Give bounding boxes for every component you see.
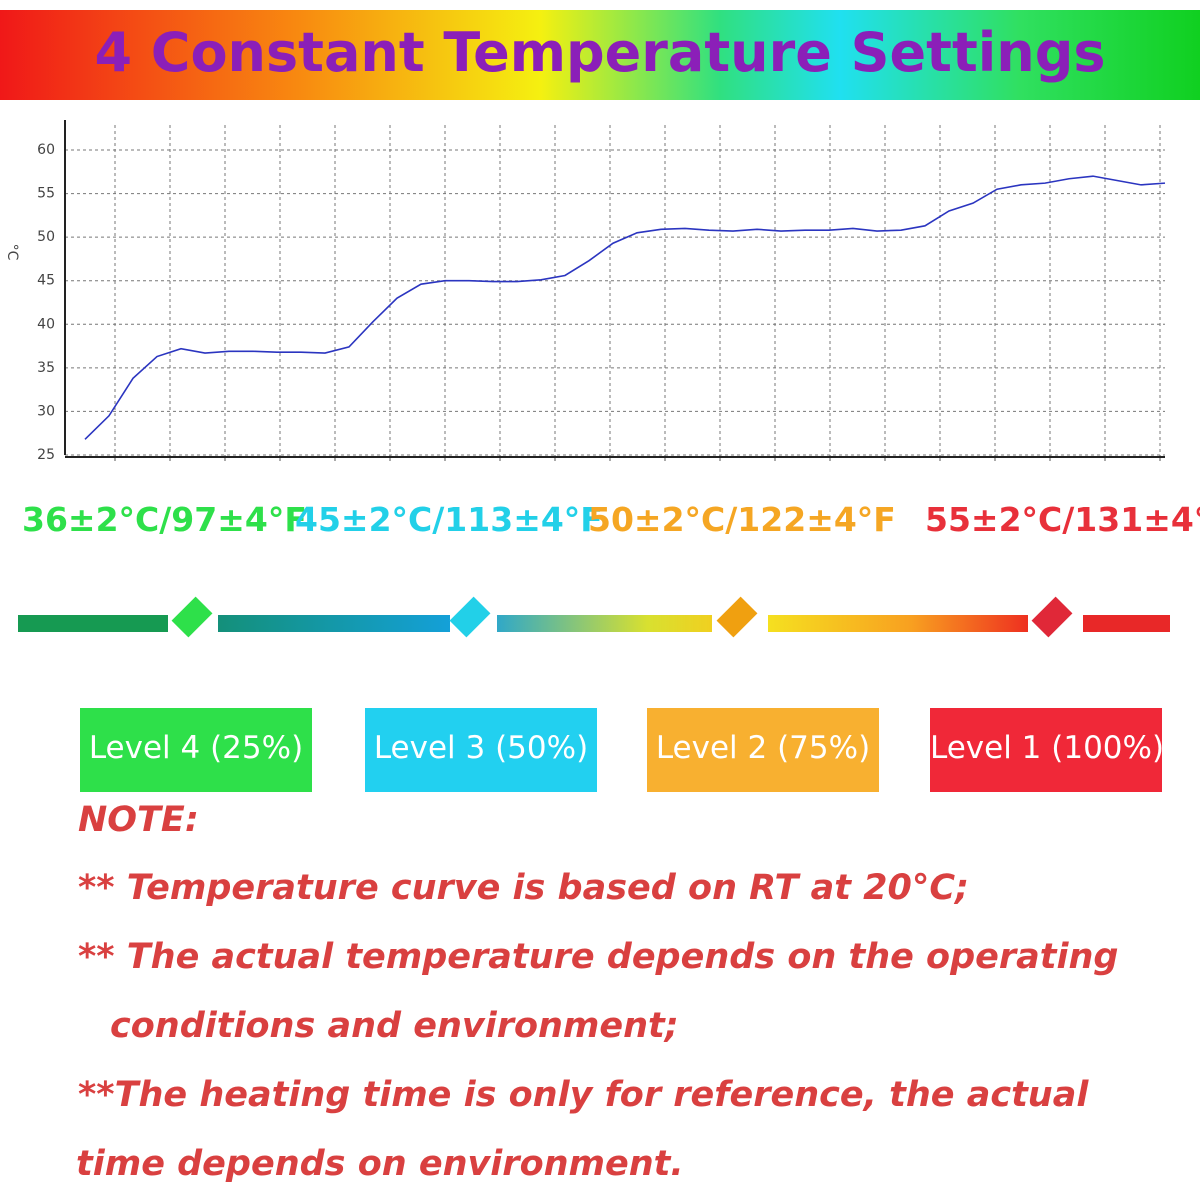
setting-label: 50±2°C/122±4°F [588,500,896,539]
level-box: Level 2 (75%) [647,708,879,792]
note-line: ** Temperature curve is based on RT at 2… [78,868,970,908]
setting-label: 45±2°C/113±4°F [295,500,603,539]
title: 4 Constant Temperature Settings [0,10,1200,100]
scale-bar [18,615,168,632]
data-line [84,175,1166,440]
setting-label: 36±2°C/97±4°F [22,500,307,539]
note-line: time depends on environment. [76,1144,684,1184]
level-box: Level 4 (25%) [80,708,312,792]
marker [171,596,213,638]
y-tick-label: 25 [37,447,55,463]
scale-bar [1083,615,1170,632]
note-line: conditions and environment; [110,1006,679,1046]
level-box: Level 3 (50%) [365,708,597,792]
scale-bar [768,615,1028,632]
note-line: ** The actual temperature depends on the… [78,937,1119,977]
scale-bar [497,615,712,632]
chart: 25 30 35 40 45 50 55 60 °C [4,120,1166,463]
setting-label: 55±2°C/131±4°F [925,500,1200,539]
y-tick-label: 55 [37,186,55,202]
note-heading: NOTE: [78,800,199,840]
marker [716,596,758,638]
y-tick-label: 40 [37,316,55,332]
y-tick-label: 60 [37,142,55,158]
y-tick-label: 50 [37,229,55,245]
marker [1031,596,1073,638]
scale-bar [218,615,450,632]
marker [449,596,491,638]
level-box: Level 1 (100%) [930,708,1164,792]
y-tick-label: 35 [37,360,55,376]
note-line: **The heating time is only for reference… [78,1075,1089,1115]
y-axis-label: °C [4,244,20,261]
y-tick-label: 30 [37,403,55,419]
y-tick-label: 45 [37,273,55,289]
